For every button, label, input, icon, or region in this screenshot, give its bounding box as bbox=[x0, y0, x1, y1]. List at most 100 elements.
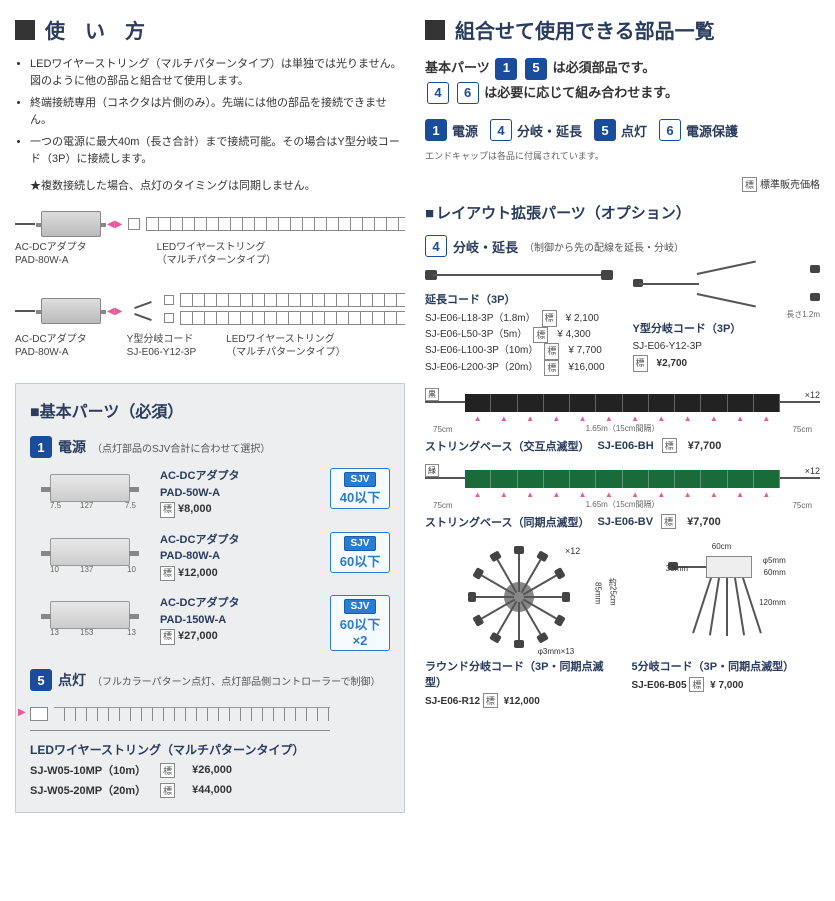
sjv-box: SJV 40以下 bbox=[330, 468, 390, 509]
y-splitter-icon bbox=[128, 296, 158, 326]
combo-heading: 組合せて使用できる部品一覧 bbox=[425, 15, 820, 44]
string-base-black-diagram: 黒 ×12 75cm 1.65m（15cm間隔） 75cm bbox=[425, 390, 820, 434]
badge-group: 4 分岐・延長 bbox=[490, 119, 582, 141]
num-badge-4: 4 bbox=[490, 119, 512, 141]
req-text: 基本パーツ bbox=[425, 60, 490, 75]
badge-group: 5 点灯 bbox=[594, 119, 647, 141]
square-icon bbox=[425, 20, 445, 40]
ext-cord-row: SJ-E06-L200-3P（20m） 標 ¥16,000 bbox=[425, 360, 613, 376]
controller-icon bbox=[128, 218, 140, 230]
ext-cord-row: SJ-E06-L18-3P（1.8m） 標 ¥ 2,100 bbox=[425, 310, 613, 326]
plug-icon bbox=[15, 223, 35, 225]
round-splitter-col: ×12 85mm 約25cm φ3mm×13 ラウンド分岐コード（3P・同期点滅… bbox=[425, 542, 614, 708]
string-code: SJ-W05-10MP（10m） bbox=[30, 762, 146, 778]
ext-code: SJ-E06-L18-3P（1.8m） bbox=[425, 311, 536, 327]
string-price: ¥44,000 bbox=[192, 784, 232, 796]
ext-price: ¥ 4,300 bbox=[557, 327, 590, 343]
usage-bullets: LEDワイヤーストリング（マルチパターンタイプ）は単独では光りません。図のように… bbox=[15, 56, 405, 167]
controller-icon bbox=[30, 707, 48, 721]
connector-arrow-icon: ◀▶ bbox=[107, 219, 122, 230]
badge-group: 6 電源保護 bbox=[659, 119, 738, 141]
category-sub: （点灯部品のSJV合計に合わせて選択） bbox=[92, 440, 270, 455]
ext-cord-row: SJ-E06-L100-3P（10m） 標 ¥ 7,700 bbox=[425, 343, 613, 359]
string-product-title: LEDワイヤーストリング（マルチパターンタイプ） bbox=[30, 741, 390, 758]
price-tag-icon: 標 bbox=[160, 629, 175, 645]
adapter-code: PAD-150W-A bbox=[160, 612, 320, 629]
num-badge-5: 5 bbox=[525, 58, 547, 80]
badge-label: 電源保護 bbox=[686, 121, 738, 140]
price-tag-icon: 標 bbox=[633, 355, 648, 371]
base-price: ¥7,700 bbox=[687, 516, 721, 528]
combo-title: 組合せて使用できる部品一覧 bbox=[455, 15, 715, 44]
adapter-price: ¥8,000 bbox=[178, 503, 212, 515]
badge-legend: 1 電源 4 分岐・延長 5 点灯 6 電源保護 bbox=[425, 119, 820, 141]
color-label: 緑 bbox=[425, 464, 439, 477]
diagram-label: LEDワイヤーストリング bbox=[226, 334, 335, 345]
sjv-box: SJV 60以下×2 bbox=[330, 595, 390, 651]
dim-label: φ5mm bbox=[763, 556, 786, 565]
num-badge-4: 4 bbox=[425, 235, 447, 257]
diagram-label: PAD-80W-A bbox=[15, 255, 69, 266]
diagram-label: PAD-80W-A bbox=[15, 347, 69, 358]
price-tag-icon: 標 bbox=[160, 783, 175, 798]
string-product-diagram: ▶ bbox=[30, 701, 330, 731]
base-code: SJ-E06-BH bbox=[597, 440, 653, 452]
price-tag-icon: 標 bbox=[533, 327, 548, 343]
price-tag-icon: 標 bbox=[544, 343, 559, 359]
dim-label: 75cm bbox=[433, 425, 453, 434]
count-label: ×12 bbox=[805, 390, 820, 400]
string-line-icon bbox=[180, 311, 405, 325]
price-tag-icon: 標 bbox=[661, 514, 676, 529]
category-label: 点灯 bbox=[58, 670, 86, 690]
num-badge-4: 4 bbox=[427, 82, 449, 104]
y-cord-title: Y型分岐コード（3P） bbox=[633, 320, 821, 336]
sjv-box: SJV 60以下 bbox=[330, 532, 390, 573]
requirement-text: 基本パーツ 1 5 は必須部品です。 4 6 は必要に応じて組み合わせます。 bbox=[425, 56, 820, 105]
num-badge-1: 1 bbox=[425, 119, 447, 141]
sjv-value: 60以下×2 bbox=[337, 614, 383, 648]
dim-label: 60cm bbox=[712, 542, 732, 551]
right-column: 組合せて使用できる部品一覧 基本パーツ 1 5 は必須部品です。 4 6 は必要… bbox=[425, 15, 820, 813]
sync-note: ★複数接続した場合、点灯のタイミングは同期しません。 bbox=[15, 177, 405, 193]
category-sub: （フルカラーパターン点灯、点灯部品側コントローラーで制御） bbox=[92, 673, 381, 688]
string-product-row: SJ-W05-10MP（10m） 標 ¥26,000 bbox=[30, 762, 390, 778]
connector-arrow-icon: ◀▶ bbox=[107, 306, 122, 317]
string-code: SJ-W05-20MP（20m） bbox=[30, 782, 146, 798]
count-label: ×12 bbox=[805, 466, 820, 476]
count-label: ×12 bbox=[565, 546, 580, 556]
badge-label: 分岐・延長 bbox=[517, 121, 582, 140]
std-price-label: 標標準販売価格 bbox=[425, 176, 820, 192]
req-text: は必須部品です。 bbox=[553, 60, 656, 75]
price-tag-icon: 標 bbox=[542, 310, 557, 326]
base-code: SJ-E06-BV bbox=[597, 516, 653, 528]
base-label: ストリングベース（交互点滅型） bbox=[425, 438, 589, 454]
badge-group: 1 電源 bbox=[425, 119, 478, 141]
price-tag-icon: 標 bbox=[483, 693, 498, 708]
dim-label: 75cm bbox=[433, 501, 453, 510]
dim-label: 75cm bbox=[792, 501, 812, 510]
panel-title: ■基本パーツ（必須） bbox=[30, 398, 390, 422]
category-light: 5 点灯 （フルカラーパターン点灯、点灯部品側コントローラーで制御） bbox=[30, 669, 390, 691]
connection-diagram-2: ◀▶ AC-DCアダプタ PAD-80W-A Y型分岐コード SJ-E06-Y1… bbox=[15, 285, 405, 367]
y-cable-icon bbox=[633, 265, 821, 305]
dim-label: 1.65m（15cm間隔） bbox=[586, 499, 660, 510]
price-tag-icon: 標 bbox=[160, 502, 175, 518]
num-badge-6: 6 bbox=[457, 82, 479, 104]
bullet-item: LEDワイヤーストリング（マルチパターンタイプ）は単独では光りません。図のように… bbox=[30, 56, 405, 89]
endcap-note: エンドキャップは各品に付属されています。 bbox=[425, 149, 820, 162]
sjv-tag: SJV bbox=[344, 599, 377, 614]
dim-label: 約25cm bbox=[607, 578, 618, 606]
adapter-diagram: 10 137 10 bbox=[30, 532, 150, 572]
string-price: ¥26,000 bbox=[192, 764, 232, 776]
fan-label: 5分岐コード（3P・同期点滅型） bbox=[632, 658, 821, 674]
adapter-diagram: 13 153 13 bbox=[30, 595, 150, 635]
diagram-label: SJ-E06-Y12-3P bbox=[127, 347, 196, 358]
bullet-item: 終端接続専用（コネクタは片側のみ）。先端には他の部品を接続できません。 bbox=[30, 95, 405, 128]
price-tag-icon: 標 bbox=[160, 566, 175, 582]
square-icon bbox=[15, 20, 35, 40]
y-cord-col: 長さ1.2m Y型分岐コード（3P） SJ-E06-Y12-3P 標 ¥2,70… bbox=[633, 265, 821, 376]
diagram-label: （マルチパターンタイプ） bbox=[226, 347, 346, 358]
extension-cord-col: 延長コード（3P） SJ-E06-L18-3P（1.8m） 標 ¥ 2,100S… bbox=[425, 265, 613, 376]
base-price: ¥7,700 bbox=[688, 440, 722, 452]
string-line-icon bbox=[180, 293, 405, 307]
